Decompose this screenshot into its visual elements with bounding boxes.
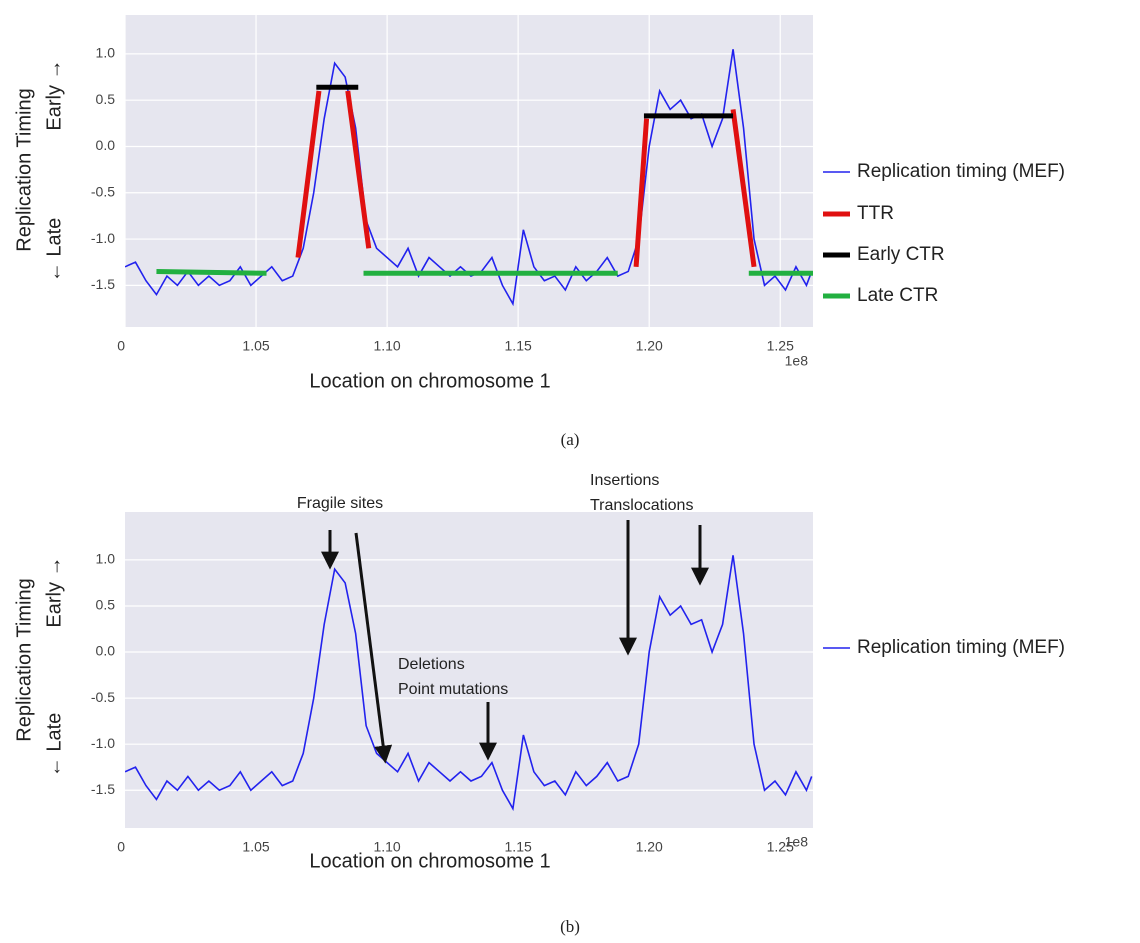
- x-offset-label: 1e8: [785, 834, 809, 850]
- x-tick-label: 1.05: [242, 839, 269, 855]
- annotations: Fragile sites Insertions Translocations …: [297, 472, 709, 764]
- x-tick-label: 1.15: [505, 839, 532, 855]
- y-axis-label-early: Early →: [43, 556, 65, 627]
- y-axis-label-early: Early →: [43, 59, 65, 130]
- y-tick-label: 0.5: [96, 597, 116, 613]
- panel: 1.0 0.5 0.0 -0.5 -1.0 -1.5 0 1.05 1.10 1.15 1.20 1.…: [13, 512, 1065, 936]
- x-tick-label: 1.25: [767, 338, 794, 354]
- caption: (a): [561, 430, 580, 449]
- x-tick-label: 1.20: [636, 839, 663, 855]
- series-line: [156, 268, 813, 276]
- annotation: Deletions: [398, 656, 465, 673]
- series-line: [125, 555, 813, 812]
- plot-area: [125, 15, 813, 327]
- arrow: [354, 532, 393, 764]
- y-tick-label: -0.5: [91, 183, 115, 199]
- series-line: [295, 90, 757, 268]
- annotation: Fragile sites: [297, 495, 383, 512]
- y-tick-label: -1.5: [91, 781, 115, 797]
- y-tick-label: -1.0: [91, 735, 115, 751]
- y-axis-label-late: ← Late: [43, 218, 65, 282]
- x-tick-label: 0: [117, 839, 125, 855]
- y-tick-label: 0.5: [96, 91, 116, 107]
- y-tick-label: -0.5: [91, 689, 115, 705]
- y-axis-label-late: ← Late: [43, 713, 65, 777]
- x-tick-label: 1.15: [505, 338, 532, 354]
- annotation: Point mutations: [398, 681, 508, 698]
- x-tick-label: 1.10: [373, 839, 400, 855]
- y-tick-label: -1.5: [91, 276, 115, 292]
- x-tick-label: 0: [117, 338, 125, 354]
- x-tick-label: 1.20: [636, 338, 663, 354]
- y-tick-label: 0.0: [96, 137, 116, 153]
- x-tick-label: 1.25: [767, 839, 794, 855]
- x-axis-label: Location on chromosome 1: [309, 850, 550, 872]
- x-tick-label: 1.10: [373, 338, 400, 354]
- legend-label: TTR: [857, 203, 894, 224]
- plot-area: [125, 512, 813, 828]
- x-tick-label: 1.05: [242, 338, 269, 354]
- y-tick-label: 1.0: [96, 45, 116, 61]
- series-line: [316, 84, 734, 119]
- y-axis-label: Replication Timing: [13, 578, 35, 741]
- x-axis-label: Location on chromosome 1: [309, 370, 550, 392]
- y-axis-label: Replication Timing: [13, 88, 35, 251]
- legend-label: Late CTR: [857, 285, 938, 306]
- panel: 1.0 0.5 0.0 -0.5 -1.0 -1.5 0 1.05 1.10 1.15 1.20 1.…: [13, 15, 1065, 449]
- x-offset-label: 1e8: [785, 353, 809, 369]
- legend-label: Replication timing (MEF): [857, 637, 1065, 658]
- y-tick-label: 1.0: [96, 551, 116, 567]
- y-tick-label: -1.0: [91, 230, 115, 246]
- y-tick-label: 0.0: [96, 643, 116, 659]
- annotation: Insertions: [590, 472, 659, 489]
- legend-label: Early CTR: [857, 244, 945, 265]
- legend-label: Replication timing (MEF): [857, 161, 1065, 182]
- annotation: Translocations: [590, 497, 693, 514]
- caption: (b): [560, 917, 580, 936]
